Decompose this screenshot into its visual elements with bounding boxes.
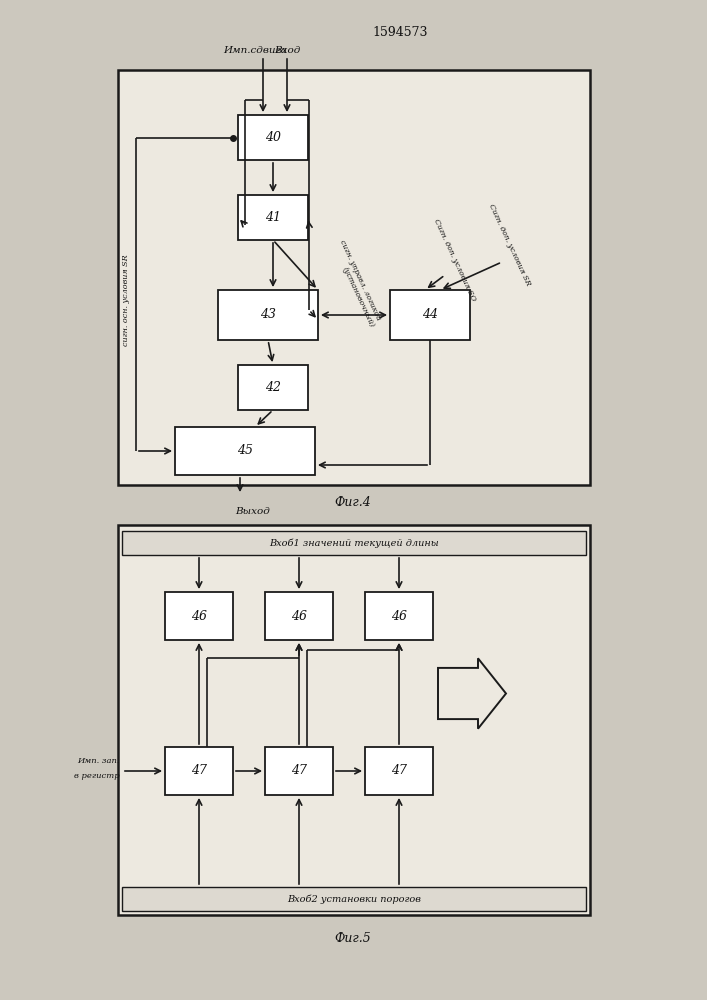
- FancyBboxPatch shape: [265, 592, 333, 640]
- Text: Сигн. доп. условия SO: Сигн. доп. условия SO: [433, 218, 478, 302]
- FancyBboxPatch shape: [122, 531, 586, 555]
- Text: сигн. управл. логикой: сигн. управл. логикой: [338, 239, 382, 321]
- FancyBboxPatch shape: [390, 290, 470, 340]
- FancyBboxPatch shape: [238, 365, 308, 410]
- FancyBboxPatch shape: [238, 115, 308, 160]
- Text: Имп.сдвига: Имп.сдвига: [223, 46, 287, 55]
- Text: 46: 46: [291, 609, 307, 622]
- Text: Сигн. доп. условия SR: Сигн. доп. условия SR: [488, 203, 532, 287]
- FancyBboxPatch shape: [122, 887, 586, 911]
- Text: 1594573: 1594573: [373, 25, 428, 38]
- FancyBboxPatch shape: [118, 525, 590, 915]
- Text: 41: 41: [265, 211, 281, 224]
- Text: 43: 43: [260, 308, 276, 322]
- Text: 47: 47: [291, 764, 307, 778]
- Text: (установочный): (установочный): [341, 265, 375, 329]
- FancyBboxPatch shape: [365, 592, 433, 640]
- FancyBboxPatch shape: [165, 592, 233, 640]
- FancyBboxPatch shape: [265, 747, 333, 795]
- Text: 42: 42: [265, 381, 281, 394]
- Text: Вхоб2 установки порогов: Вхоб2 установки порогов: [287, 894, 421, 904]
- Text: 47: 47: [391, 764, 407, 778]
- Text: 45: 45: [237, 444, 253, 458]
- Text: Имп. зап.: Имп. зап.: [78, 757, 120, 765]
- Text: 44: 44: [422, 308, 438, 322]
- Text: 47: 47: [191, 764, 207, 778]
- Text: Фиг.5: Фиг.5: [334, 932, 371, 945]
- Text: в регистр: в регистр: [74, 772, 120, 780]
- FancyBboxPatch shape: [175, 427, 315, 475]
- FancyBboxPatch shape: [165, 747, 233, 795]
- Text: Вход: Вход: [274, 46, 300, 55]
- FancyBboxPatch shape: [218, 290, 318, 340]
- FancyBboxPatch shape: [365, 747, 433, 795]
- Text: Фиг.4: Фиг.4: [334, 495, 371, 508]
- Text: сигн. осн. условия SR: сигн. осн. условия SR: [122, 254, 130, 346]
- Text: 46: 46: [391, 609, 407, 622]
- Text: Вхоб1 значений текущей длины: Вхоб1 значений текущей длины: [269, 538, 439, 548]
- FancyArrow shape: [438, 658, 506, 729]
- FancyBboxPatch shape: [118, 70, 590, 485]
- FancyBboxPatch shape: [238, 195, 308, 240]
- Text: 46: 46: [191, 609, 207, 622]
- Text: Выход: Выход: [235, 507, 271, 516]
- Text: 40: 40: [265, 131, 281, 144]
